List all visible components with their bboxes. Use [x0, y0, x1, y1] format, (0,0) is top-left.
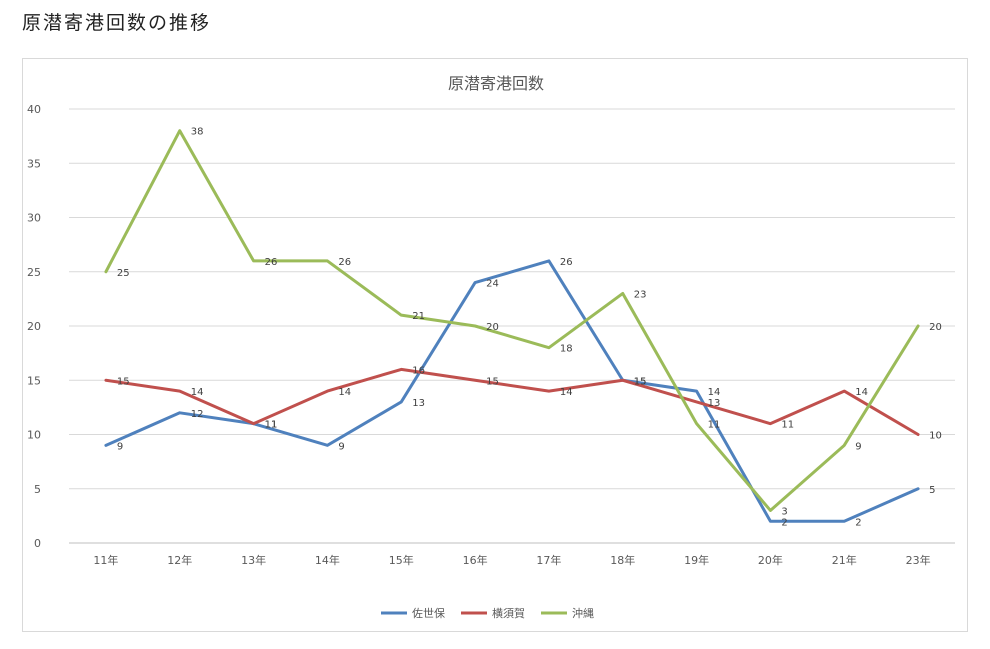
data-label: 14 [191, 387, 204, 398]
data-label: 24 [486, 279, 499, 290]
y-tick-label: 20 [27, 320, 41, 333]
x-tick-label: 13年 [241, 553, 266, 567]
data-label: 11 [781, 420, 794, 431]
legend-label: 横須賀 [492, 606, 525, 620]
data-label: 16 [412, 365, 425, 376]
gridlines [69, 108, 955, 544]
x-tick-label: 23年 [906, 553, 931, 567]
y-tick-label: 10 [27, 429, 41, 442]
data-label: 23 [634, 289, 647, 300]
x-axis-ticks: 11年 12年 13年 14年 15年 16年 17年 18年 19年 20年 21年 23年 [93, 553, 930, 567]
data-label: 14 [560, 387, 573, 398]
data-label: 12 [191, 409, 204, 420]
data-label: 20 [486, 322, 499, 333]
data-label: 26 [265, 257, 278, 268]
y-tick-label: 30 [27, 212, 41, 225]
data-label: 26 [560, 257, 573, 268]
data-label: 2 [855, 517, 861, 528]
x-tick-label: 21年 [832, 553, 857, 567]
legend-label: 沖縄 [572, 606, 594, 620]
data-label: 9 [855, 441, 861, 452]
data-label: 9 [117, 441, 123, 452]
data-label: 20 [929, 322, 942, 333]
data-label: 15 [634, 376, 647, 387]
data-label: 11 [708, 420, 721, 431]
x-tick-label: 20年 [758, 553, 783, 567]
chart-area: 原潜寄港回数 0 5 10 15 20 25 30 35 40 11年 12年 13年 14年 15年 1… [22, 58, 968, 632]
x-tick-label: 19年 [684, 553, 709, 567]
x-tick-label: 16年 [463, 553, 488, 567]
data-label: 5 [929, 485, 935, 496]
data-label: 2 [781, 517, 787, 528]
data-label: 26 [338, 257, 351, 268]
data-label: 11 [265, 420, 278, 431]
data-label: 13 [708, 398, 721, 409]
y-tick-label: 5 [34, 483, 41, 496]
data-label: 10 [929, 431, 942, 442]
x-tick-label: 17年 [536, 553, 561, 567]
x-tick-label: 15年 [389, 553, 414, 567]
x-tick-label: 14年 [315, 553, 340, 567]
data-label: 13 [412, 398, 425, 409]
y-axis-ticks: 0 5 10 15 20 25 30 35 40 [27, 103, 41, 550]
data-label: 9 [338, 441, 344, 452]
y-tick-label: 0 [34, 537, 41, 550]
x-tick-label: 18年 [610, 553, 635, 567]
page-heading: 原潜寄港回数の推移 [22, 12, 212, 34]
legend-label: 佐世保 [412, 606, 445, 620]
data-label: 3 [781, 506, 787, 517]
x-tick-label: 12年 [167, 553, 192, 567]
legend: 佐世保 横須賀 沖縄 [381, 606, 594, 620]
y-tick-label: 35 [27, 157, 41, 170]
chart-title: 原潜寄港回数 [448, 74, 544, 93]
data-label: 15 [486, 376, 499, 387]
data-label: 14 [338, 387, 351, 398]
data-label: 11 [265, 420, 278, 431]
data-label: 15 [117, 376, 130, 387]
data-label: 15 [634, 376, 647, 387]
series-line [104, 129, 920, 512]
data-label: 25 [117, 268, 130, 279]
data-label: 21 [412, 311, 425, 322]
data-label: 14 [855, 387, 868, 398]
series-lines [104, 129, 920, 523]
x-tick-label: 11年 [93, 553, 118, 567]
series-line [104, 367, 920, 436]
y-tick-label: 15 [27, 374, 41, 387]
y-tick-label: 25 [27, 266, 41, 279]
series-line [104, 259, 920, 523]
data-label: 38 [191, 127, 204, 138]
y-tick-label: 40 [27, 103, 41, 116]
data-label: 18 [560, 344, 573, 355]
data-label: 14 [708, 387, 721, 398]
